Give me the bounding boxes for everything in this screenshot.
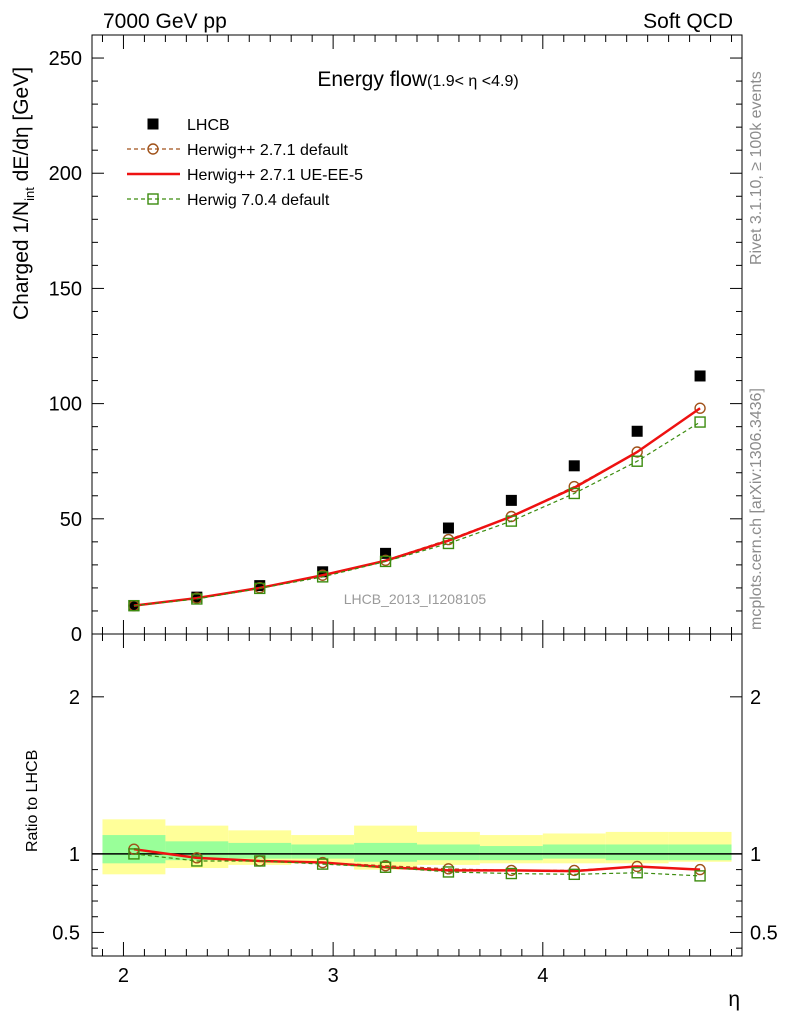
main-series-point-3: [505, 515, 518, 527]
ratio-series-point-2: [505, 867, 518, 880]
ratio-series-point-2: [568, 868, 580, 881]
main-series-line-1: [133, 407, 701, 607]
legend-marker-1: [147, 143, 159, 155]
rivet-version-label: Rivet 3.1.10, ≥ 100k events: [748, 71, 765, 265]
main-series-line-3: [133, 421, 701, 607]
ratio-series-line-1: [133, 847, 701, 873]
ratio-series-point-2: [191, 855, 203, 867]
header-right-label: Soft QCD: [643, 10, 733, 33]
ratio-series-point-2: [316, 858, 329, 870]
main-y-tick-label: 100: [49, 394, 82, 416]
x-axis-label: η: [728, 988, 740, 1011]
ratio-x-tick-label: 4: [537, 965, 548, 987]
ratio-green-band: [668, 844, 732, 861]
legend-marker-3: [147, 193, 159, 205]
legend-label-0: LHCB: [187, 117, 230, 134]
ratio-series-point-2: [379, 861, 392, 873]
main-series-point-3: [568, 487, 580, 500]
ratio-series-line-2: [133, 853, 701, 877]
main-series-line-2: [133, 407, 701, 607]
main-series-point-3: [316, 571, 329, 583]
legend-label-3: Herwig 7.0.4 default: [187, 192, 330, 209]
main-y-tick-label: 0: [71, 624, 82, 646]
main-plot-title: Energy flow(1.9< η <4.9): [317, 68, 518, 91]
ratio-green-band: [354, 842, 417, 862]
ratio-y-tick-label: 2: [69, 687, 80, 709]
main-series-point-1: [568, 480, 580, 493]
main-series-point-3: [128, 599, 140, 612]
main-y-tick-label: 150: [49, 278, 82, 300]
main-y-tick-label: 250: [49, 48, 82, 70]
main-series-point-3: [379, 555, 392, 568]
ratio-green-band: [291, 844, 355, 859]
main-series-point-3: [442, 537, 455, 550]
legend-label-1: Herwig++ 2.7.1 default: [187, 142, 349, 159]
ratio-y-tick-label-right: 1: [750, 844, 761, 866]
legend-marker-lhcb: [147, 118, 159, 130]
ratio-y-tick-label: 0.5: [52, 922, 80, 944]
main-y-axis-label: Charged 1/Nint dE/dη [GeV]: [10, 67, 37, 320]
main-series-point-0: [254, 580, 266, 592]
main-series-point-0: [505, 494, 517, 506]
main-series-point-0: [380, 547, 392, 559]
header-left-label: 7000 GeV pp: [103, 10, 227, 33]
ratio-green-band: [542, 844, 606, 859]
main-series-point-0: [442, 522, 454, 534]
ratio-green-band: [605, 844, 669, 861]
main-series-point-0: [631, 425, 643, 437]
ratio-series-point-2: [442, 866, 455, 878]
main-series-point-0: [694, 370, 706, 382]
main-panel: 0 50 100 150 200 250 Charged 1/Nint dE/dη [GeV…: [10, 34, 743, 646]
ratio-series-point-2: [128, 848, 140, 860]
main-series-point-0: [568, 460, 580, 472]
ratio-y-tick-label-right: 0.5: [750, 922, 778, 944]
analysis-watermark: LHCB_2013_I1208105: [344, 591, 487, 607]
ratio-green-band: [417, 844, 480, 861]
ratio-x-tick-label: 2: [118, 965, 129, 987]
main-series-point-1: [694, 402, 706, 414]
main-series-point-3: [694, 416, 706, 428]
main-series-point-1: [631, 446, 643, 458]
ratio-panel: 0.5 0.5 1 1 2 2 2 3 4 η Ratio to LHCB: [24, 633, 778, 1011]
ratio-series-point-2: [694, 870, 706, 882]
main-y-tick-label: 50: [60, 509, 82, 531]
ratio-series-point-2: [631, 867, 643, 879]
ratio-y-axis-label: Ratio to LHCB: [24, 750, 41, 852]
ratio-green-band: [479, 846, 543, 861]
ratio-y-tick-label-right: 2: [750, 687, 761, 709]
main-series-point-3: [191, 593, 203, 605]
ratio-series-point-2: [254, 855, 266, 867]
legend-label-2: Herwig++ 2.7.1 UE-EE-5: [187, 167, 363, 184]
ratio-plot-frame: [91, 633, 743, 957]
ratio-green-band: [228, 842, 292, 859]
ratio-x-tick-label: 3: [328, 965, 339, 987]
mcplots-label: mcplots.cern.ch [arXiv:1306.3436]: [748, 388, 765, 630]
main-series-point-3: [254, 582, 266, 595]
main-series-point-3: [631, 455, 643, 467]
ratio-y-tick-label: 1: [69, 844, 80, 866]
main-y-tick-label: 200: [49, 163, 82, 185]
